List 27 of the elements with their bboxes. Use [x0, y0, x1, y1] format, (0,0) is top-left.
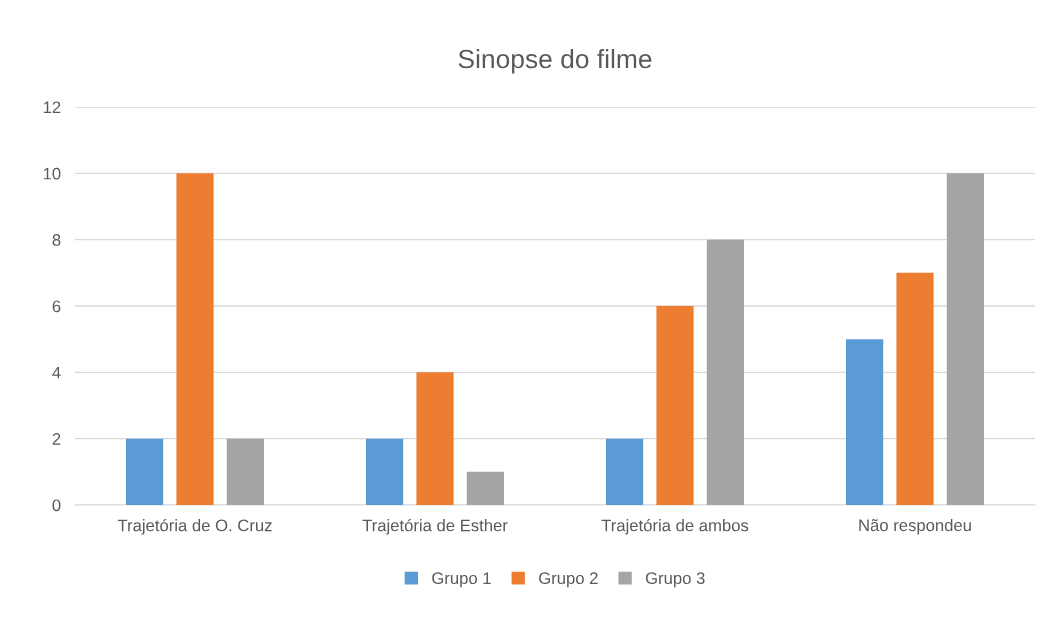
legend-label: Grupo 1: [432, 572, 491, 588]
bar: [706, 239, 744, 505]
bar: [656, 306, 694, 505]
bar: [946, 173, 984, 505]
y-tick-label: 4: [52, 366, 61, 379]
y-tick-label: 6: [52, 300, 61, 313]
bar: [176, 173, 214, 505]
x-tick-label: Não respondeu: [859, 518, 971, 535]
bar: [126, 438, 164, 505]
y-tick-label: 0: [52, 499, 61, 512]
legend-label: Grupo 3: [645, 572, 705, 588]
bar: [226, 438, 264, 505]
y-tick-label: 8: [52, 234, 61, 246]
x-tick-label: Trajetória de Esther: [362, 518, 508, 535]
x-tick-label: Trajetória de O. Cruz: [117, 518, 272, 535]
legend-label: Grupo 2: [539, 572, 598, 588]
bar: [606, 438, 644, 505]
x-tick-label: Trajetória de ambos: [601, 518, 749, 535]
bar: [366, 438, 404, 505]
bar: [466, 471, 504, 505]
bar: [896, 272, 934, 505]
y-tick-label: 2: [52, 433, 61, 445]
bar: [846, 339, 884, 505]
chart-title: Sinopse do filme: [458, 48, 652, 74]
y-tick-label: 12: [43, 101, 61, 114]
y-tick-label: 10: [43, 167, 61, 180]
bar: [416, 372, 454, 505]
